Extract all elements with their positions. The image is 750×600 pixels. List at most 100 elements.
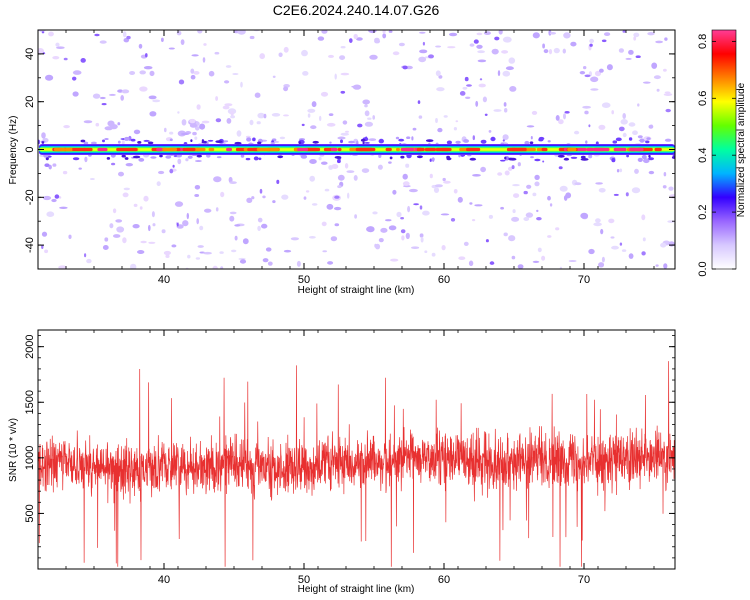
heatmap-speck (194, 185, 201, 190)
heatmap-speck (583, 66, 587, 70)
heatmap-band-peak (256, 147, 271, 152)
heatmap-speck (301, 49, 308, 57)
heatmap-speck (493, 109, 502, 112)
heatmap-speck (612, 140, 618, 144)
heatmap-speck (342, 120, 348, 125)
heatmap-speck (462, 86, 468, 90)
heatmap-speck (279, 136, 286, 140)
heatmap-speck (117, 122, 121, 126)
heatmap-speck (152, 223, 156, 227)
heatmap-band-edge (648, 154, 651, 158)
heatmap-speck (347, 192, 350, 199)
heatmap-speck (59, 206, 68, 209)
heatmap-speck (390, 258, 399, 262)
heatmap-speck (180, 39, 185, 45)
heatmap-speck (458, 256, 466, 261)
heatmap-band-peak (654, 147, 662, 152)
heatmap-speck (563, 32, 571, 39)
heatmap-speck (122, 192, 129, 198)
heatmap-speck (329, 141, 332, 144)
colorbar-gradient (712, 30, 736, 269)
heatmap-speck (405, 232, 410, 240)
heatmap-band-peak (82, 147, 93, 152)
heatmap-speck (207, 139, 214, 142)
heatmap-speck (642, 81, 651, 84)
heatmap-speck (246, 197, 253, 203)
heatmap-speck (178, 79, 185, 85)
y-tick-label: 1000 (24, 446, 36, 470)
heatmap-speck (450, 218, 456, 222)
heatmap-speck (169, 131, 174, 135)
heatmap-speck (41, 244, 44, 249)
heatmap-speck (517, 264, 524, 269)
heatmap-speck (480, 139, 487, 144)
heatmap-speck (176, 222, 179, 227)
heatmap-speck (257, 112, 265, 119)
heatmap-speck (364, 104, 368, 108)
heatmap-band-peak (53, 147, 66, 152)
heatmap-band-peak (416, 147, 425, 152)
x-tick-label: 70 (578, 274, 590, 286)
heatmap-speck (503, 232, 508, 237)
heatmap-band-edge (400, 155, 405, 159)
heatmap-speck (428, 54, 434, 59)
y-tick-label: -20 (24, 189, 36, 205)
heatmap-speck (229, 211, 237, 215)
heatmap-speck (542, 43, 545, 49)
heatmap-speck (511, 165, 515, 170)
heatmap-speck (68, 234, 72, 239)
heatmap-speck (632, 130, 638, 135)
heatmap-speck (195, 126, 200, 131)
heatmap-band-edge (45, 157, 49, 161)
heatmap-speck (400, 229, 406, 234)
heatmap-speck (547, 140, 551, 143)
heatmap-speck (271, 113, 281, 117)
heatmap-speck (420, 236, 424, 243)
heatmap-speck (259, 53, 266, 60)
heatmap-speck (411, 136, 414, 141)
heatmap-speck (463, 241, 469, 246)
heatmap-speck (104, 138, 109, 140)
heatmap-speck (463, 139, 469, 143)
heatmap-speck (400, 217, 404, 220)
heatmap-speck (237, 30, 246, 35)
colorbar-tick-label: 0.6 (697, 91, 709, 106)
heatmap-band-edge (580, 158, 589, 161)
heatmap-band-peak (466, 147, 481, 152)
heatmap-speck (271, 140, 274, 143)
heatmap-speck (628, 137, 633, 141)
heatmap-center-band (39, 138, 675, 161)
heatmap-speck (231, 249, 237, 253)
heatmap-band-edge (298, 141, 302, 145)
heatmap-speck (123, 187, 130, 191)
heatmap-speck (562, 48, 566, 54)
heatmap-speck (468, 260, 474, 267)
heatmap-speck (637, 157, 643, 162)
heatmap-speck (497, 70, 501, 77)
heatmap-speck (598, 188, 606, 193)
heatmap-speck (290, 237, 299, 241)
heatmap-speck (173, 155, 177, 157)
heatmap-speck (187, 155, 193, 159)
heatmap-speck (140, 240, 147, 244)
heatmap-speck (474, 204, 483, 207)
heatmap-band-peak (400, 147, 415, 152)
heatmap-speck (246, 137, 252, 142)
y-tick-label: 0 (24, 146, 36, 152)
heatmap-speck (637, 103, 640, 107)
heatmap-speck (382, 30, 386, 34)
heatmap-speck (621, 249, 627, 252)
heatmap-band-peak (541, 147, 548, 152)
heatmap-speck (367, 117, 372, 120)
heatmap-speck (326, 122, 336, 127)
heatmap-band-peak (435, 147, 452, 152)
heatmap-speck (622, 113, 626, 119)
heatmap-speck (579, 71, 586, 75)
heatmap-speck (245, 157, 251, 161)
heatmap-band-edge (201, 139, 204, 142)
heatmap-speck (648, 124, 654, 129)
heatmap-band-peak (575, 147, 587, 152)
heatmap-speck (664, 138, 672, 142)
heatmap-speck (431, 252, 436, 257)
snr-series-line (38, 361, 675, 567)
